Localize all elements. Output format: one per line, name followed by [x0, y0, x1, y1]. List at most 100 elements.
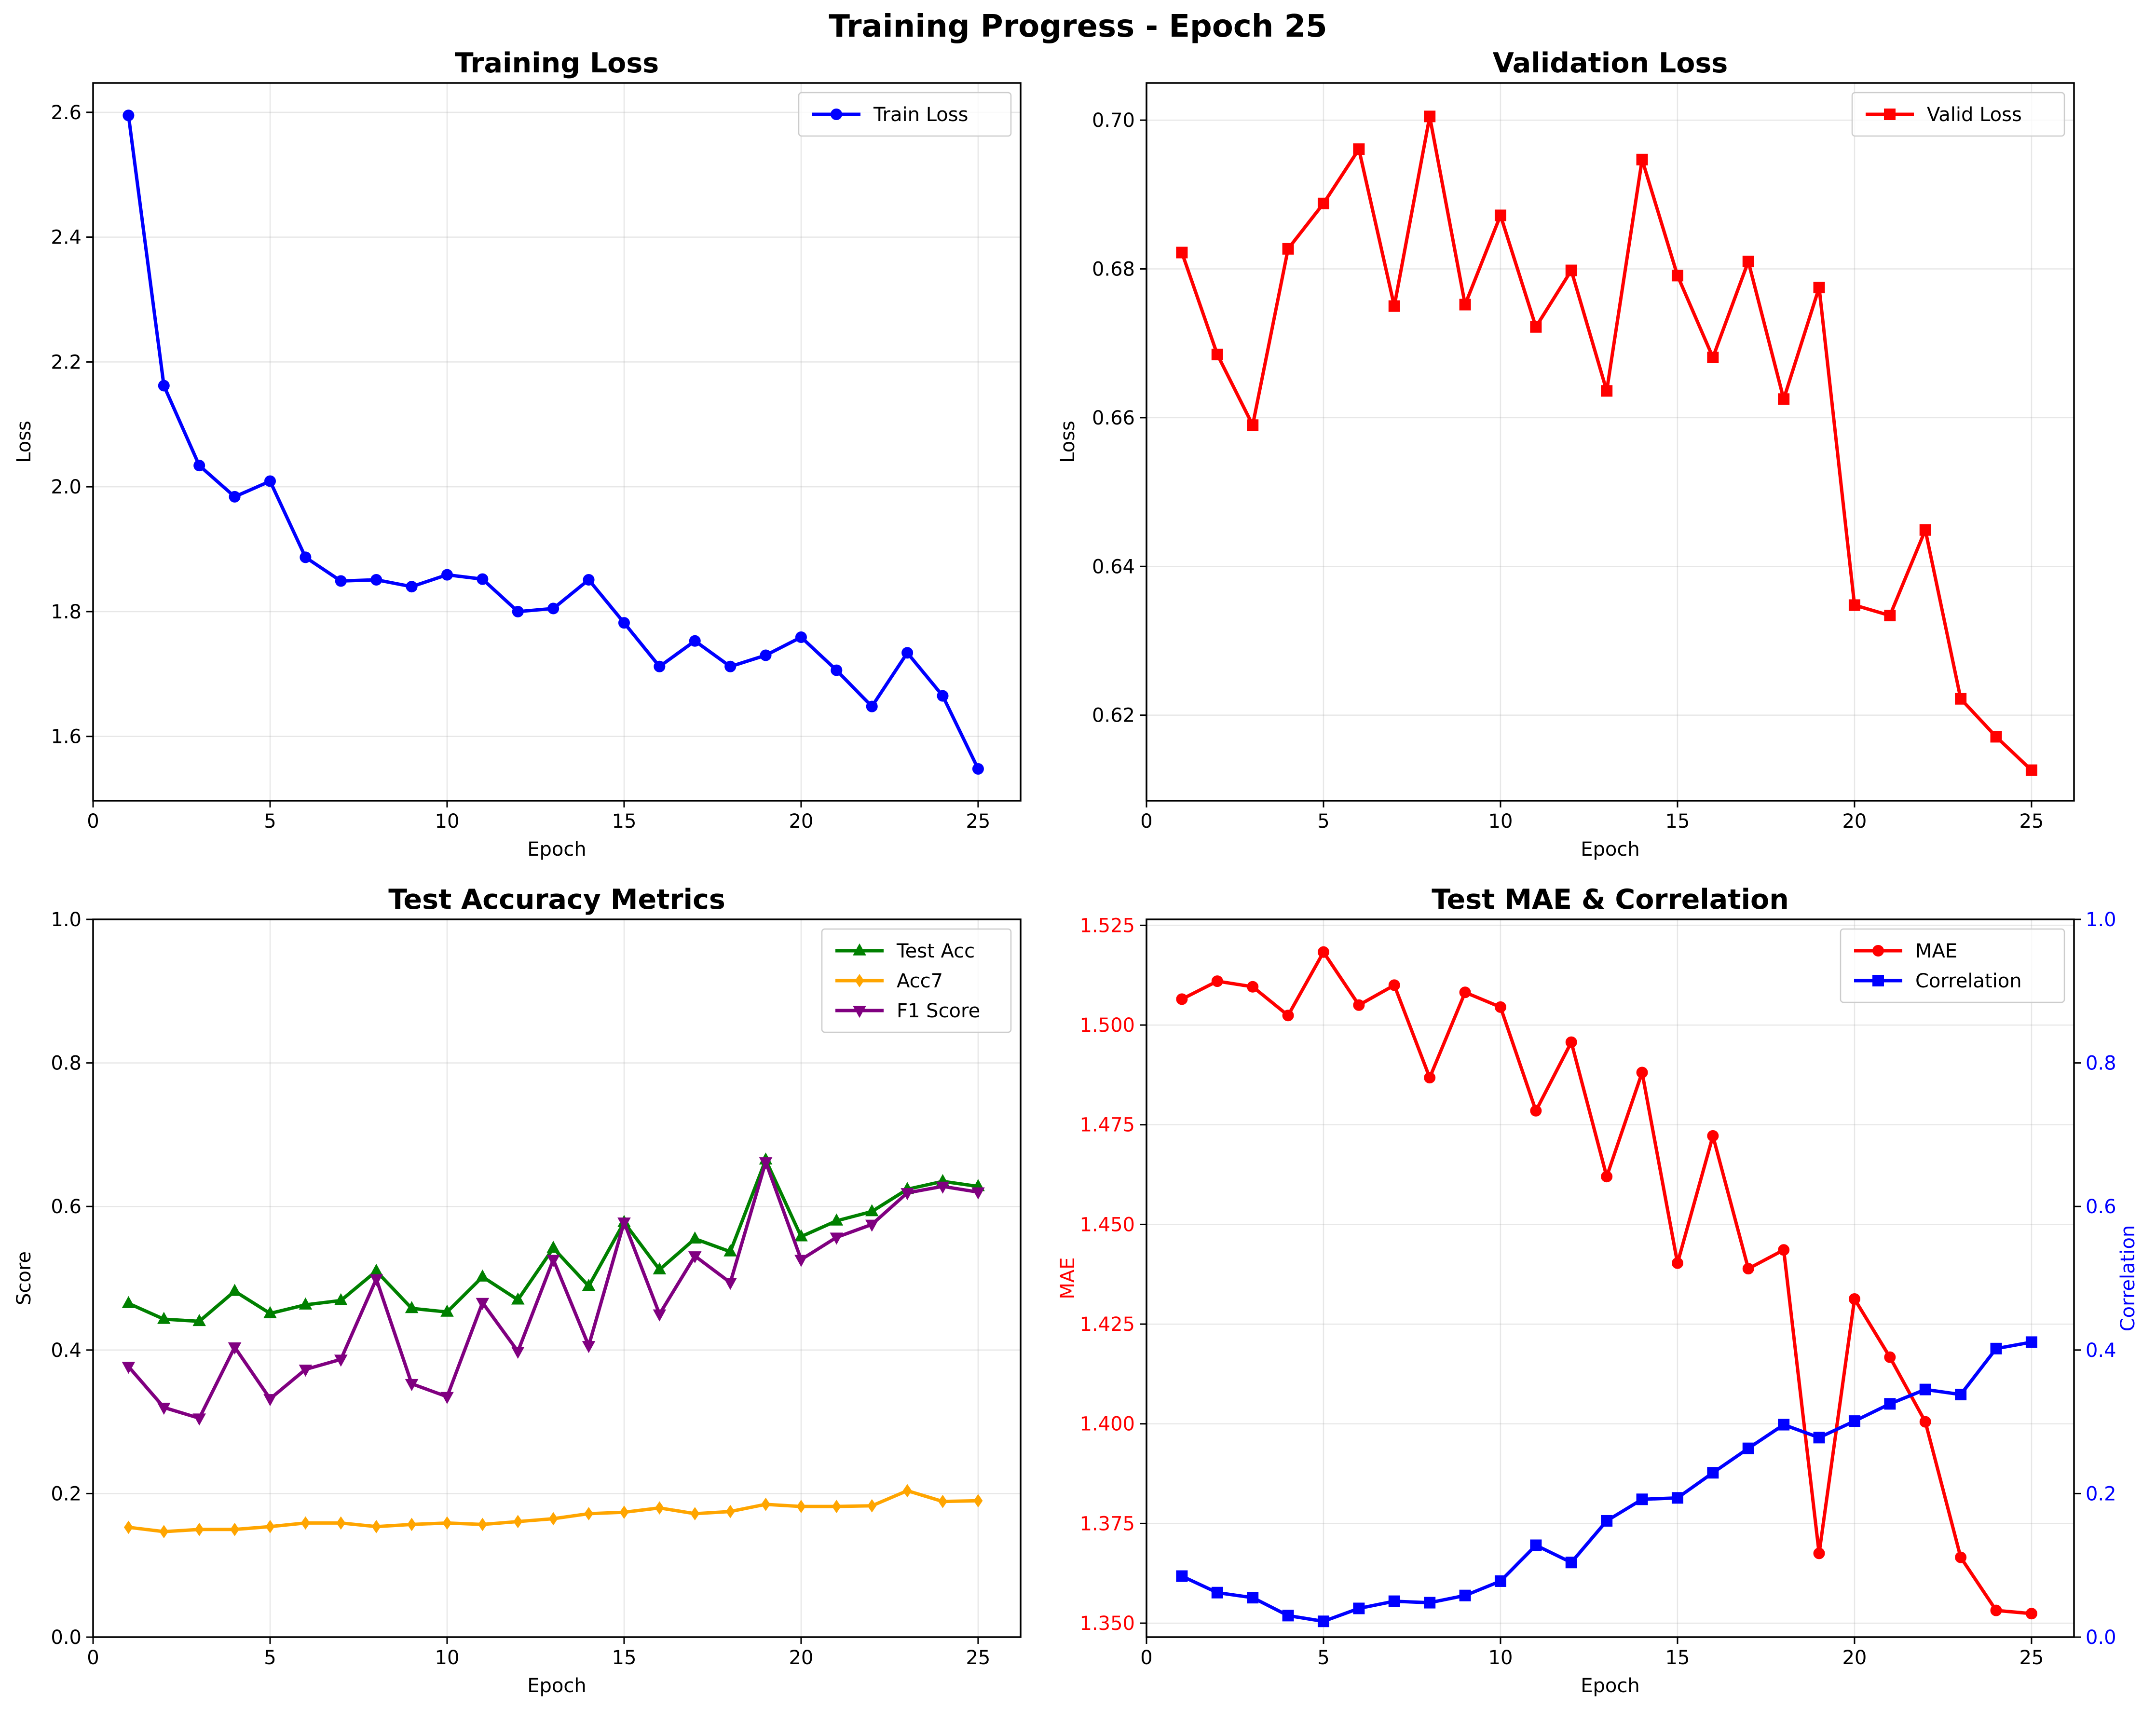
- data-point: [230, 1522, 240, 1536]
- y-tick-label: 2.2: [51, 351, 82, 373]
- data-point: [1707, 1467, 1719, 1479]
- data-point: [123, 109, 135, 122]
- y-tick-label: 0.4: [51, 1340, 82, 1362]
- data-point: [653, 1262, 667, 1274]
- legend-marker: [853, 1006, 866, 1018]
- data-point: [1247, 981, 1259, 993]
- data-point: [546, 1241, 560, 1253]
- x-tick-label: 25: [2019, 810, 2044, 833]
- data-point: [1494, 1001, 1506, 1013]
- x-tick-label: 5: [264, 1647, 276, 1669]
- data-point: [689, 635, 701, 647]
- data-point: [299, 1365, 313, 1377]
- data-point: [441, 569, 453, 581]
- data-point: [584, 1507, 594, 1520]
- y-tick-label: 1.375: [1079, 1513, 1135, 1535]
- plot-area: [93, 83, 1021, 801]
- data-point: [901, 647, 914, 659]
- y-axis-label: Loss: [13, 421, 35, 463]
- data-point: [760, 649, 772, 661]
- data-point: [440, 1392, 454, 1404]
- data-point: [229, 491, 241, 503]
- data-point: [1919, 1416, 1931, 1428]
- data-point: [122, 1362, 136, 1374]
- data-point: [1955, 693, 1967, 705]
- data-point: [1813, 1547, 1825, 1559]
- data-point: [405, 1301, 419, 1313]
- data-point: [724, 660, 737, 672]
- data-point: [831, 664, 843, 676]
- data-point: [1388, 300, 1400, 312]
- data-point: [1424, 1597, 1436, 1609]
- y-tick-label: 0.64: [1092, 556, 1135, 578]
- x-tick-label: 10: [1488, 810, 1513, 833]
- y-tick-label: 1.475: [1079, 1114, 1135, 1136]
- data-point: [122, 1296, 136, 1308]
- data-point: [442, 1516, 452, 1530]
- data-point: [1176, 1570, 1188, 1582]
- data-point: [263, 1394, 277, 1407]
- plot-area: [1146, 83, 2074, 801]
- data-point: [1742, 1442, 1754, 1454]
- data-point: [405, 1379, 419, 1392]
- y-tick-label: 0.68: [1092, 258, 1135, 280]
- data-point: [582, 1279, 596, 1291]
- data-point: [619, 1505, 629, 1519]
- data-point: [1636, 153, 1648, 165]
- data-point: [1176, 246, 1188, 259]
- data-point: [299, 1297, 313, 1310]
- x-tick-label: 20: [789, 1647, 813, 1669]
- y-right-tick-label: 0.2: [2086, 1483, 2116, 1505]
- chart-panel: 0 5 10 15 20 25 1.6 1.8 2.0 2.2 2.4 2.6 Training Los…: [13, 47, 1022, 861]
- data-point: [971, 1187, 985, 1200]
- data-point: [406, 581, 418, 593]
- data-point: [794, 1255, 808, 1267]
- data-point: [1671, 1257, 1683, 1269]
- data-point: [1671, 1492, 1683, 1504]
- data-point: [1424, 110, 1436, 123]
- x-tick-label: 10: [435, 1647, 460, 1669]
- y-right-tick-label: 1.0: [2086, 909, 2116, 931]
- x-tick-label: 25: [966, 810, 990, 833]
- data-point: [1282, 243, 1294, 255]
- x-tick-label: 15: [612, 1647, 637, 1669]
- legend-marker: [1872, 975, 1884, 986]
- data-point: [512, 605, 524, 617]
- data-point: [263, 1306, 277, 1318]
- data-point: [1919, 524, 1931, 536]
- data-point: [228, 1284, 242, 1296]
- data-point: [1388, 1595, 1400, 1607]
- data-point: [334, 1354, 348, 1367]
- x-axis-label: Epoch: [527, 838, 586, 861]
- data-point: [1353, 1602, 1365, 1614]
- y-tick-label: 0.6: [51, 1196, 82, 1218]
- data-point: [1919, 1383, 1931, 1395]
- y-axis-label: Loss: [1057, 421, 1079, 463]
- y-tick-label: 2.6: [51, 102, 82, 124]
- x-axis-label: Epoch: [527, 1675, 586, 1697]
- data-point: [1884, 610, 1896, 622]
- x-tick-label: 20: [1842, 810, 1867, 833]
- data-point: [2025, 764, 2037, 776]
- y-tick-label: 1.450: [1079, 1214, 1135, 1236]
- y-tick-label: 1.500: [1079, 1014, 1135, 1037]
- axes-frame: [1146, 918, 2075, 1638]
- data-point: [1317, 1615, 1329, 1627]
- data-point: [866, 700, 878, 712]
- data-point: [407, 1518, 417, 1531]
- legend-box: [1840, 928, 2065, 1003]
- data-point: [723, 1278, 737, 1290]
- data-point: [2025, 1608, 2037, 1620]
- x-axis-label: Epoch: [1581, 838, 1639, 861]
- data-point: [370, 574, 382, 586]
- legend-marker: [1872, 945, 1884, 957]
- data-point: [1884, 1398, 1896, 1410]
- legend-box: [821, 928, 1012, 1033]
- data-point: [477, 573, 489, 585]
- y-tick-label: 0.8: [51, 1053, 82, 1075]
- y-tick-label: 1.525: [1079, 915, 1135, 937]
- data-point: [972, 763, 984, 775]
- data-point: [655, 1501, 664, 1515]
- data-point: [1247, 419, 1259, 431]
